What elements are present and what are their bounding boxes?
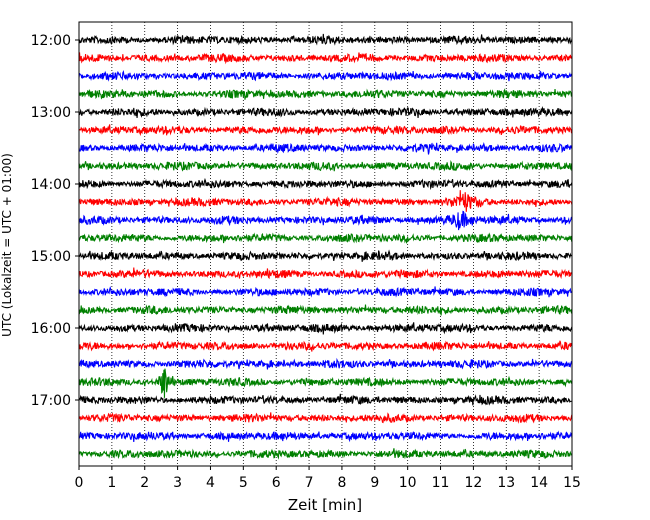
trace-1 [78, 33, 573, 46]
trace-19 [78, 357, 573, 370]
trace-8 [78, 160, 573, 172]
y-tick-label: 14:00 [31, 177, 71, 193]
grid-lines [111, 22, 540, 466]
x-tick-label: 8 [337, 475, 346, 491]
x-tick-label: 12 [464, 475, 482, 491]
trace-5 [78, 105, 573, 119]
trace-11 [78, 210, 573, 231]
y-tick-label: 12:00 [31, 33, 71, 49]
trace-9 [78, 177, 573, 191]
trace-10 [78, 190, 573, 212]
x-tick-label: 5 [239, 475, 248, 491]
trace-7 [78, 141, 573, 155]
plot-frame [78, 21, 573, 467]
trace-12 [78, 232, 573, 244]
x-tick-label: 10 [399, 475, 417, 491]
trace-13 [78, 249, 573, 262]
y-tick-label: 16:00 [31, 321, 71, 337]
trace-3 [78, 70, 573, 82]
y-axis-label: UTC (Lokalzeit = UTC + 01:00) [0, 153, 14, 337]
x-tick-label: 4 [206, 475, 215, 491]
trace-16 [78, 304, 573, 316]
x-tick-label: 14 [530, 475, 548, 491]
trace-23 [78, 430, 573, 443]
trace-4 [78, 88, 573, 100]
trace-24 [78, 448, 573, 460]
x-tick-label: 6 [272, 475, 281, 491]
trace-22 [78, 412, 573, 424]
trace-18 [78, 340, 573, 352]
trace-6 [78, 124, 573, 137]
x-tick-label: 0 [75, 475, 84, 491]
y-axis-ticks: 12:00 13:00 14:00 15:00 16:00 17:00 [31, 33, 79, 409]
trace-15 [78, 285, 573, 298]
seismic-traces [78, 33, 573, 460]
y-tick-label: 17:00 [31, 393, 71, 409]
y-tick-label: 13:00 [31, 105, 71, 121]
x-tick-label: 15 [563, 475, 581, 491]
x-tick-label: 13 [497, 475, 515, 491]
trace-17 [78, 322, 573, 335]
x-tick-label: 9 [370, 475, 379, 491]
trace-2 [78, 52, 573, 65]
y-tick-label: 15:00 [31, 249, 71, 265]
x-tick-label: 2 [140, 475, 149, 491]
x-tick-label: 1 [107, 475, 116, 491]
x-axis-ticks: 0 1 2 3 4 5 6 7 8 9 10 11 12 13 14 15 [75, 466, 581, 491]
x-tick-label: 11 [432, 475, 450, 491]
trace-20 [78, 368, 573, 398]
x-axis-label: Zeit [min] [288, 496, 362, 514]
trace-14 [78, 267, 573, 280]
x-tick-label: 7 [305, 475, 314, 491]
trace-21 [78, 393, 573, 406]
x-tick-label: 3 [173, 475, 182, 491]
